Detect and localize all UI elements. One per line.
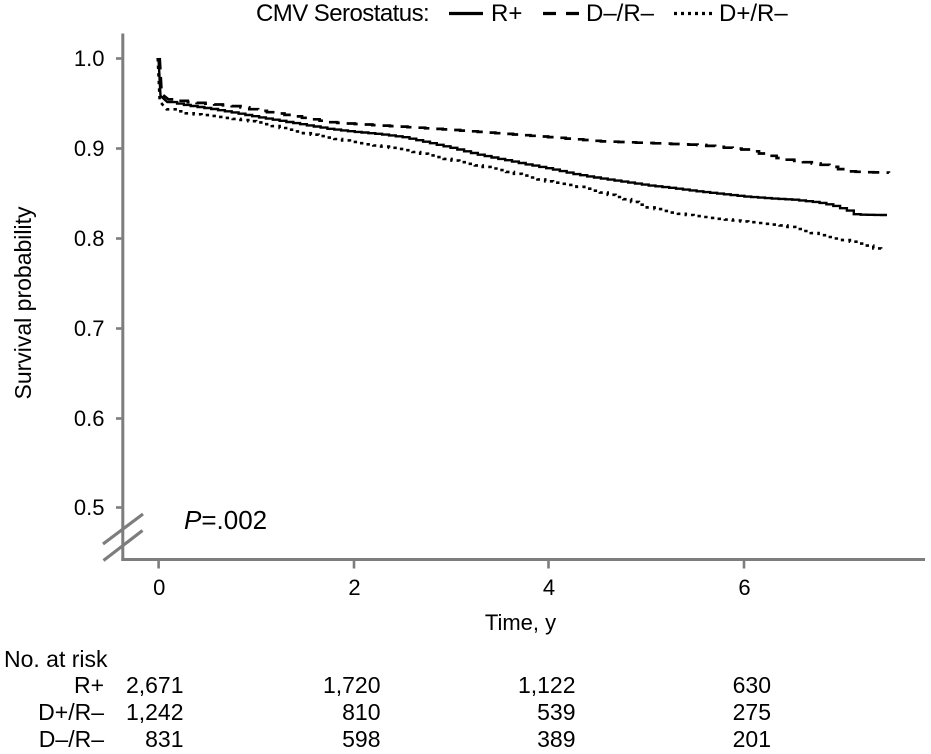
svg-text:0: 0 [153,575,165,600]
svg-text:D–/R–: D–/R– [39,726,104,752]
svg-text:4: 4 [543,575,555,600]
svg-text:389: 389 [537,726,575,752]
svg-text:630: 630 [733,672,771,698]
svg-text:R+: R+ [491,0,522,27]
svg-text:0.5: 0.5 [74,495,105,520]
svg-text:CMV Serostatus:: CMV Serostatus: [256,0,429,27]
svg-text:275: 275 [733,699,771,725]
svg-text:0.7: 0.7 [74,316,105,341]
svg-text:598: 598 [342,726,380,752]
svg-text:539: 539 [537,699,575,725]
svg-text:201: 201 [733,726,771,752]
svg-text:1,242: 1,242 [126,699,184,725]
svg-text:810: 810 [342,699,380,725]
svg-text:R+: R+ [74,672,104,698]
svg-text:1.0: 1.0 [74,46,105,71]
svg-text:0.8: 0.8 [74,226,105,251]
svg-text:1,720: 1,720 [323,672,381,698]
svg-text:0.6: 0.6 [74,406,105,431]
svg-text:2: 2 [348,575,360,600]
svg-text:D+/R–: D+/R– [38,699,104,725]
svg-text:D–/R–: D–/R– [586,0,655,27]
svg-text:No. at risk: No. at risk [4,646,108,672]
svg-text:2,671: 2,671 [126,672,184,698]
svg-text:D+/R–: D+/R– [719,0,788,27]
svg-text:831: 831 [145,726,183,752]
svg-text:P=.002: P=.002 [184,505,267,535]
svg-text:6: 6 [738,575,750,600]
svg-text:1,122: 1,122 [518,672,576,698]
svg-text:Survival probability: Survival probability [10,206,36,400]
svg-text:0.9: 0.9 [74,136,105,161]
svg-text:Time, y: Time, y [485,610,556,635]
